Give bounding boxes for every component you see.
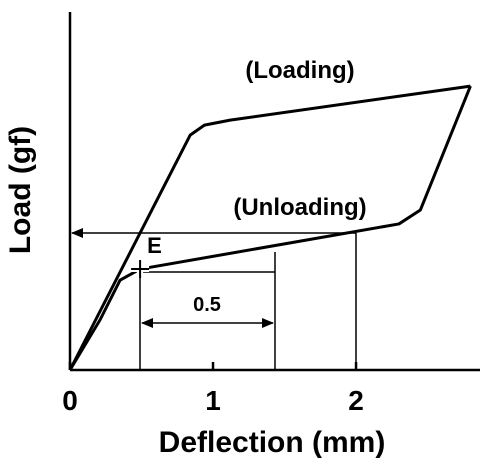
y-axis-title: Load (gf) — [4, 126, 37, 254]
x-axis-title: Deflection (mm) — [159, 426, 386, 459]
point-marker — [131, 260, 150, 279]
series-label: (Loading) — [245, 57, 354, 84]
line — [68, 84, 471, 371]
series-label: (Unloading) — [233, 194, 366, 221]
dimension-label: 0.5 — [193, 294, 221, 316]
point-label: E — [147, 233, 162, 258]
line — [68, 85, 472, 371]
x-tick-label: 0 — [62, 385, 78, 416]
x-tick-label: 1 — [205, 385, 221, 416]
x-tick-label: 2 — [348, 385, 364, 416]
